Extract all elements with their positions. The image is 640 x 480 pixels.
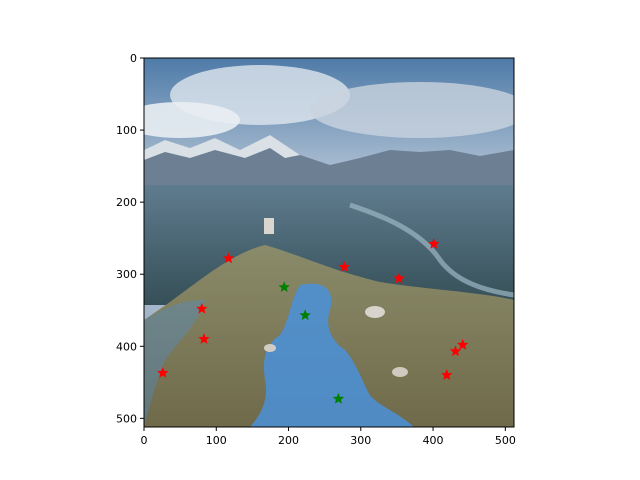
rock (392, 367, 408, 377)
axis-ticks: 0 100 200 300 400 500 0 100 200 300 400 500 (116, 52, 516, 447)
snow-caps (144, 135, 300, 160)
y-tick-label: 400 (116, 340, 137, 353)
cloud (310, 82, 514, 138)
red-star-marker (441, 369, 453, 380)
overlay-region (250, 283, 414, 427)
red-star-marker (157, 366, 169, 378)
y-tick-label: 300 (116, 268, 137, 281)
overlay-region (144, 300, 205, 427)
cloud (144, 102, 240, 138)
x-tick-label: 300 (350, 434, 371, 447)
red-star-marker (338, 261, 350, 272)
red-star-marker (456, 338, 469, 350)
red-star-marker (449, 345, 462, 357)
photo-panel (144, 58, 514, 427)
y-tick-label: 500 (116, 412, 137, 425)
x-tick-label: 100 (206, 434, 227, 447)
x-tick-label: 400 (423, 434, 444, 447)
river-valley (349, 202, 514, 298)
y-tick-label: 100 (116, 124, 137, 137)
plot-markers (157, 237, 469, 404)
summit-building (264, 218, 274, 234)
y-tick-label: 200 (116, 196, 137, 209)
red-star-marker (198, 333, 210, 344)
green-star-marker (278, 281, 290, 293)
rock (264, 344, 276, 352)
green-star-marker (332, 392, 345, 404)
rock (365, 306, 385, 318)
x-tick-label: 500 (495, 434, 516, 447)
axes-frame (143, 57, 515, 428)
red-star-marker (222, 252, 235, 264)
red-star-marker (428, 237, 440, 249)
y-tick-label: 0 (130, 52, 137, 65)
red-star-marker (393, 272, 405, 284)
x-tick-label: 200 (278, 434, 299, 447)
x-tick-label: 0 (141, 434, 148, 447)
red-star-marker (196, 302, 208, 314)
green-star-marker (299, 309, 311, 321)
